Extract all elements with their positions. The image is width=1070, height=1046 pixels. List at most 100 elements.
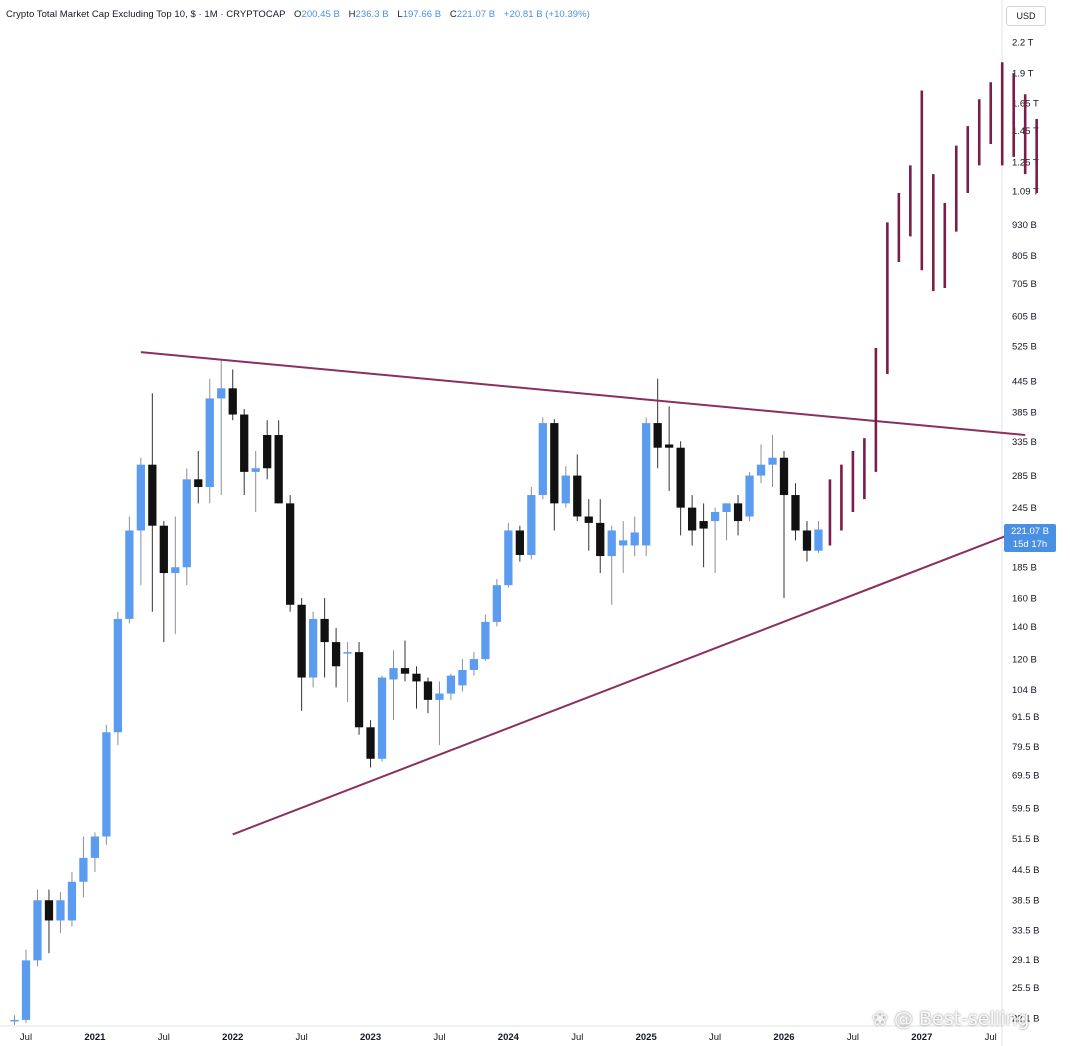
x-tick-label: 2026 <box>773 1032 794 1043</box>
x-tick-label: 2021 <box>84 1032 106 1043</box>
candle-body <box>492 585 502 622</box>
candle-body <box>90 836 100 858</box>
candle-body <box>768 457 777 465</box>
candle-body <box>331 642 341 667</box>
candle-body <box>366 727 375 759</box>
candle-body <box>814 529 823 551</box>
candle-body <box>779 457 789 496</box>
candle-body <box>136 464 145 531</box>
candle-body <box>791 495 800 531</box>
candle-body <box>802 530 812 551</box>
x-tick-label: Jul <box>158 1032 170 1043</box>
y-tick-label: 185 B <box>1012 563 1037 574</box>
candle-body <box>33 900 42 961</box>
candle-body <box>745 475 754 517</box>
y-tick-label: 140 B <box>1012 622 1037 633</box>
candle-body <box>354 652 364 728</box>
y-tick-label: 1.09 T <box>1012 186 1039 197</box>
candle-body <box>79 857 88 882</box>
currency-selector[interactable]: USD <box>1006 6 1046 26</box>
trendline-upper <box>140 351 1026 437</box>
x-tick-label: Jul <box>571 1032 583 1043</box>
last-price: 221.07 B <box>1010 526 1050 537</box>
y-tick-label: 335 B <box>1012 437 1037 448</box>
candle-body <box>194 479 203 488</box>
close-label: C <box>449 9 457 20</box>
candle-body <box>148 464 157 526</box>
candle-body <box>699 521 708 529</box>
y-tick-label: 2.2 T <box>1012 38 1034 49</box>
x-tick-label: Jul <box>847 1032 859 1043</box>
y-tick-label: 33.5 B <box>1012 925 1039 936</box>
y-tick-label: 805 B <box>1012 251 1037 262</box>
y-tick-label: 29.1 B <box>1012 955 1039 966</box>
y-tick-label: 245 B <box>1012 503 1037 514</box>
candle-body <box>676 447 685 508</box>
candle-body <box>733 503 743 522</box>
candle-body <box>504 530 513 586</box>
candle-body <box>113 618 123 733</box>
candle-body <box>377 677 387 759</box>
candle-body <box>515 530 524 555</box>
last-price-badge: 221.07 B 15d 17h <box>1004 524 1056 552</box>
candle-body <box>274 435 283 504</box>
candle-body <box>343 652 352 654</box>
y-tick-label: 59.5 B <box>1012 803 1039 814</box>
candle-body <box>756 464 766 476</box>
x-tick-label: 2022 <box>222 1032 243 1043</box>
low-label: L <box>397 9 403 20</box>
x-tick-label: 2025 <box>636 1032 658 1043</box>
trendline-lower <box>232 527 1026 836</box>
candle-body <box>217 388 226 399</box>
x-tick-label: 2024 <box>498 1032 520 1043</box>
y-tick-label: 605 B <box>1012 311 1037 322</box>
open-value: 200.45 B <box>301 9 340 20</box>
candle-body <box>423 681 433 700</box>
x-tick-label: Jul <box>296 1032 308 1043</box>
candle-body <box>710 512 720 522</box>
candle-body <box>687 507 697 531</box>
close-value: 221.07 B <box>456 9 496 20</box>
y-tick-label: 1.9 T <box>1012 69 1034 80</box>
candle-body <box>722 503 731 513</box>
y-tick-label: 445 B <box>1012 377 1037 388</box>
candle-body <box>573 475 582 517</box>
candle-body <box>297 604 306 678</box>
candle-body <box>607 530 616 557</box>
open-label: O <box>294 9 302 20</box>
candle-body <box>205 398 214 488</box>
candle-body <box>67 881 77 921</box>
candle-body <box>665 444 674 448</box>
candle-body <box>240 414 249 472</box>
y-tick-label: 38.5 B <box>1012 896 1039 907</box>
y-tick-label: 25.5 B <box>1012 983 1039 994</box>
candle-body <box>458 669 467 686</box>
change-value: +20.81 B (+10.39%) <box>503 9 590 20</box>
candle-body <box>619 540 628 546</box>
candle-body <box>10 1019 19 1022</box>
x-tick-label: Jul <box>433 1032 445 1043</box>
x-tick-label: 2023 <box>360 1032 381 1043</box>
candle-body <box>159 525 168 574</box>
candle-body <box>584 516 593 523</box>
candle-body <box>481 621 490 660</box>
low-value: 197.66 B <box>402 9 442 20</box>
candle-body <box>400 668 410 674</box>
y-tick-label: 120 B <box>1012 655 1037 666</box>
y-tick-label: 69.5 B <box>1012 770 1039 781</box>
candle-body <box>125 530 134 619</box>
candle-body <box>561 475 570 504</box>
candle-body <box>446 675 456 694</box>
candle-body <box>630 532 639 546</box>
candle-body <box>642 423 651 546</box>
candle-body <box>44 900 54 921</box>
y-tick-label: 705 B <box>1012 279 1037 290</box>
high-value: 236.3 B <box>355 9 389 20</box>
bar-countdown: 15d 17h <box>1012 539 1048 550</box>
y-tick-label: 44.5 B <box>1012 865 1039 876</box>
x-tick-label: 2027 <box>911 1032 932 1043</box>
y-tick-label: 79.5 B <box>1012 742 1039 753</box>
y-tick-label: 51.5 B <box>1012 834 1039 845</box>
